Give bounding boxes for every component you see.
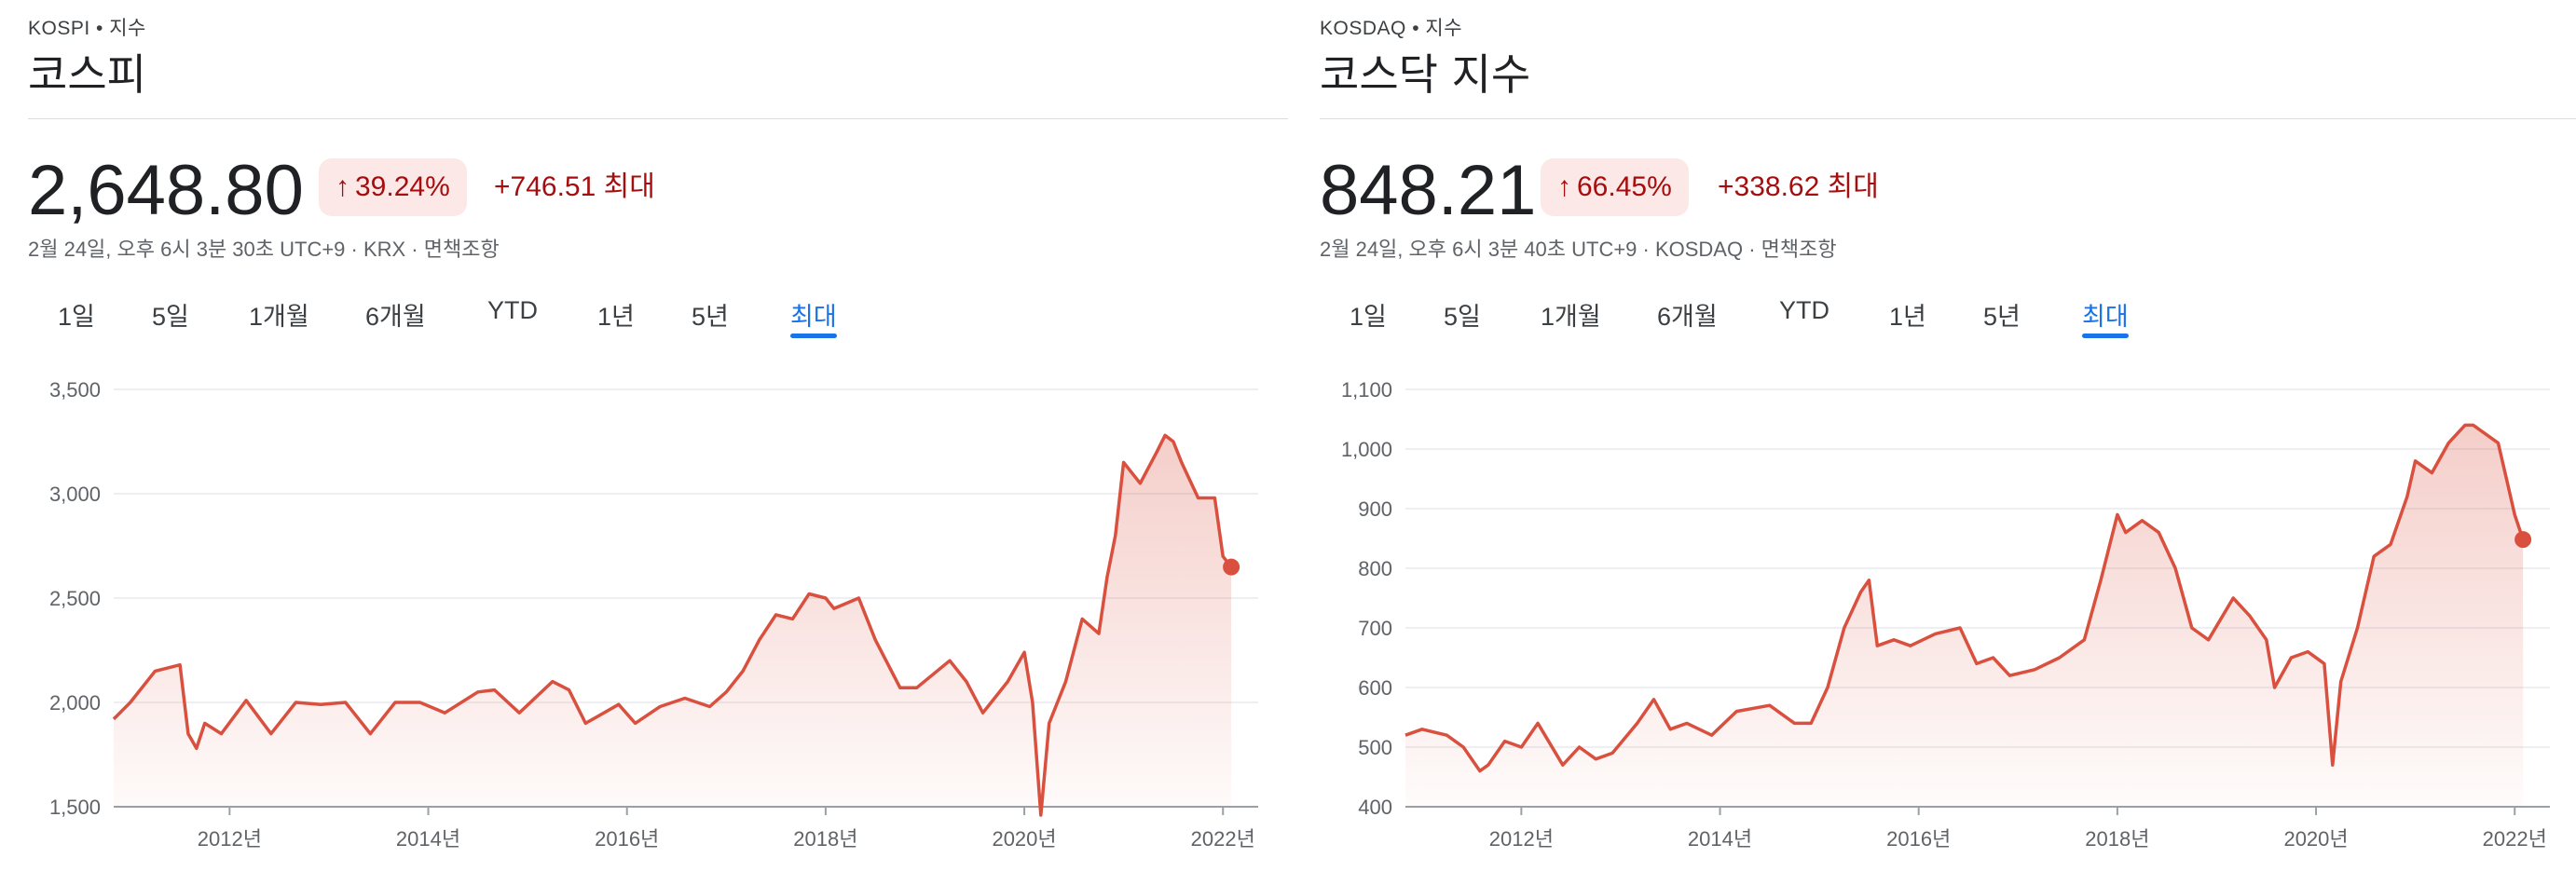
range-tab[interactable]: 1개월: [249, 303, 309, 331]
range-tab[interactable]: YTD: [487, 296, 538, 324]
y-tick-label: 3,500: [49, 378, 101, 402]
kosdaq-chart: 1,100 1,000 900 800 700 600 500 400 2012년 2014년 20…: [1320, 363, 2576, 862]
quote-meta: 2월 24일, 오후 6시 3분 40초 UTC+9 · KOSDAQ · 면책…: [1320, 238, 1837, 261]
chart-svg: 3,500 3,000 2,500 2,000 1,500 2012년 2014년 2016년…: [49, 378, 1258, 851]
exchange-label: KOSDAQ • 지수: [1320, 18, 1463, 39]
y-tick-label: 800: [1358, 557, 1392, 580]
exchange-label: KOSPI • 지수: [28, 18, 146, 39]
range-tab[interactable]: 6개월: [365, 303, 426, 331]
series-area: [1405, 425, 2524, 807]
range-tab[interactable]: 1년: [597, 303, 635, 331]
chart-svg: 1,100 1,000 900 800 700 600 500 400 2012년 2014년 20…: [1341, 378, 2550, 851]
last-value-point[interactable]: [2514, 531, 2532, 549]
x-tick-label: 2020년: [2283, 827, 2348, 851]
range-tab[interactable]: 5년: [692, 303, 729, 331]
x-tick-label: 2012년: [198, 827, 262, 851]
y-tick-label: 900: [1358, 497, 1392, 521]
kosdaq-panel: KOSDAQ • 지수 코스닥 지수 848.21 ↑ 66.45% +338.6…: [1320, 0, 2576, 885]
last-value-point[interactable]: [1223, 558, 1240, 576]
range-tab[interactable]: 1일: [1350, 303, 1387, 331]
range-tab[interactable]: 1년: [1889, 303, 1926, 331]
y-tick-label: 1,100: [1341, 378, 1392, 402]
range-tab[interactable]: YTD: [1779, 296, 1829, 324]
x-tick-label: 2016년: [1886, 827, 1951, 851]
y-tick-label: 2,000: [49, 691, 101, 715]
divider: [1320, 118, 2576, 119]
series-line: [1404, 423, 2525, 773]
active-tab-indicator: [2082, 334, 2129, 338]
percent-change: 66.45%: [1577, 171, 1672, 202]
series-area: [114, 435, 1232, 815]
divider: [28, 118, 1288, 119]
y-tick-label: 500: [1358, 736, 1392, 759]
range-tab[interactable]: 5일: [152, 303, 189, 331]
y-tick-label: 1,000: [1341, 438, 1392, 461]
x-tick-label: 2014년: [396, 827, 460, 851]
x-tick-label: 2016년: [595, 827, 659, 851]
quote-meta: 2월 24일, 오후 6시 3분 30초 UTC+9 · KRX · 면책조항: [28, 238, 500, 261]
range-tab[interactable]: 1일: [58, 303, 95, 331]
x-tick-label: 2022년: [2483, 827, 2547, 851]
y-tick-label: 600: [1358, 676, 1392, 700]
range-tab[interactable]: 1개월: [1541, 303, 1601, 331]
range-tab[interactable]: 최대: [790, 303, 837, 331]
y-tick-label: 1,500: [49, 796, 101, 819]
kospi-chart: 3,500 3,000 2,500 2,000 1,500 2012년 2014년 2016년…: [28, 363, 1288, 862]
percent-change-badge: ↑ 39.24%: [319, 158, 467, 216]
x-tick-label: 2018년: [793, 827, 857, 851]
current-price: 848.21: [1320, 151, 1537, 230]
percent-change-badge: ↑ 66.45%: [1541, 158, 1689, 216]
kospi-panel: KOSPI • 지수 코스피 2,648.80 ↑ 39.24% +746.51 …: [28, 0, 1288, 885]
index-title: 코스피: [28, 49, 146, 100]
y-tick-label: 2,500: [49, 587, 101, 610]
percent-change: 39.24%: [355, 171, 450, 202]
absolute-change: +746.51 최대: [494, 171, 655, 202]
range-tab[interactable]: 5일: [1444, 303, 1481, 331]
absolute-change: +338.62 최대: [1718, 171, 1879, 202]
current-price: 2,648.80: [28, 151, 304, 230]
x-tick-label: 2020년: [992, 827, 1056, 851]
active-tab-indicator: [790, 334, 837, 338]
range-tab[interactable]: 5년: [1983, 303, 2021, 331]
y-tick-label: 700: [1358, 617, 1392, 640]
y-tick-label: 400: [1358, 796, 1392, 819]
x-tick-label: 2018년: [2085, 827, 2149, 851]
y-tick-label: 3,000: [49, 483, 101, 506]
arrow-up-icon: ↑: [336, 171, 349, 202]
x-tick-label: 2014년: [1688, 827, 1752, 851]
x-tick-label: 2012년: [1489, 827, 1554, 851]
x-tick-label: 2022년: [1191, 827, 1255, 851]
series-line: [112, 433, 1233, 817]
range-tab[interactable]: 최대: [2082, 303, 2129, 331]
range-tab[interactable]: 6개월: [1657, 303, 1718, 331]
index-title: 코스닥 지수: [1320, 49, 1531, 100]
arrow-up-icon: ↑: [1557, 171, 1571, 202]
